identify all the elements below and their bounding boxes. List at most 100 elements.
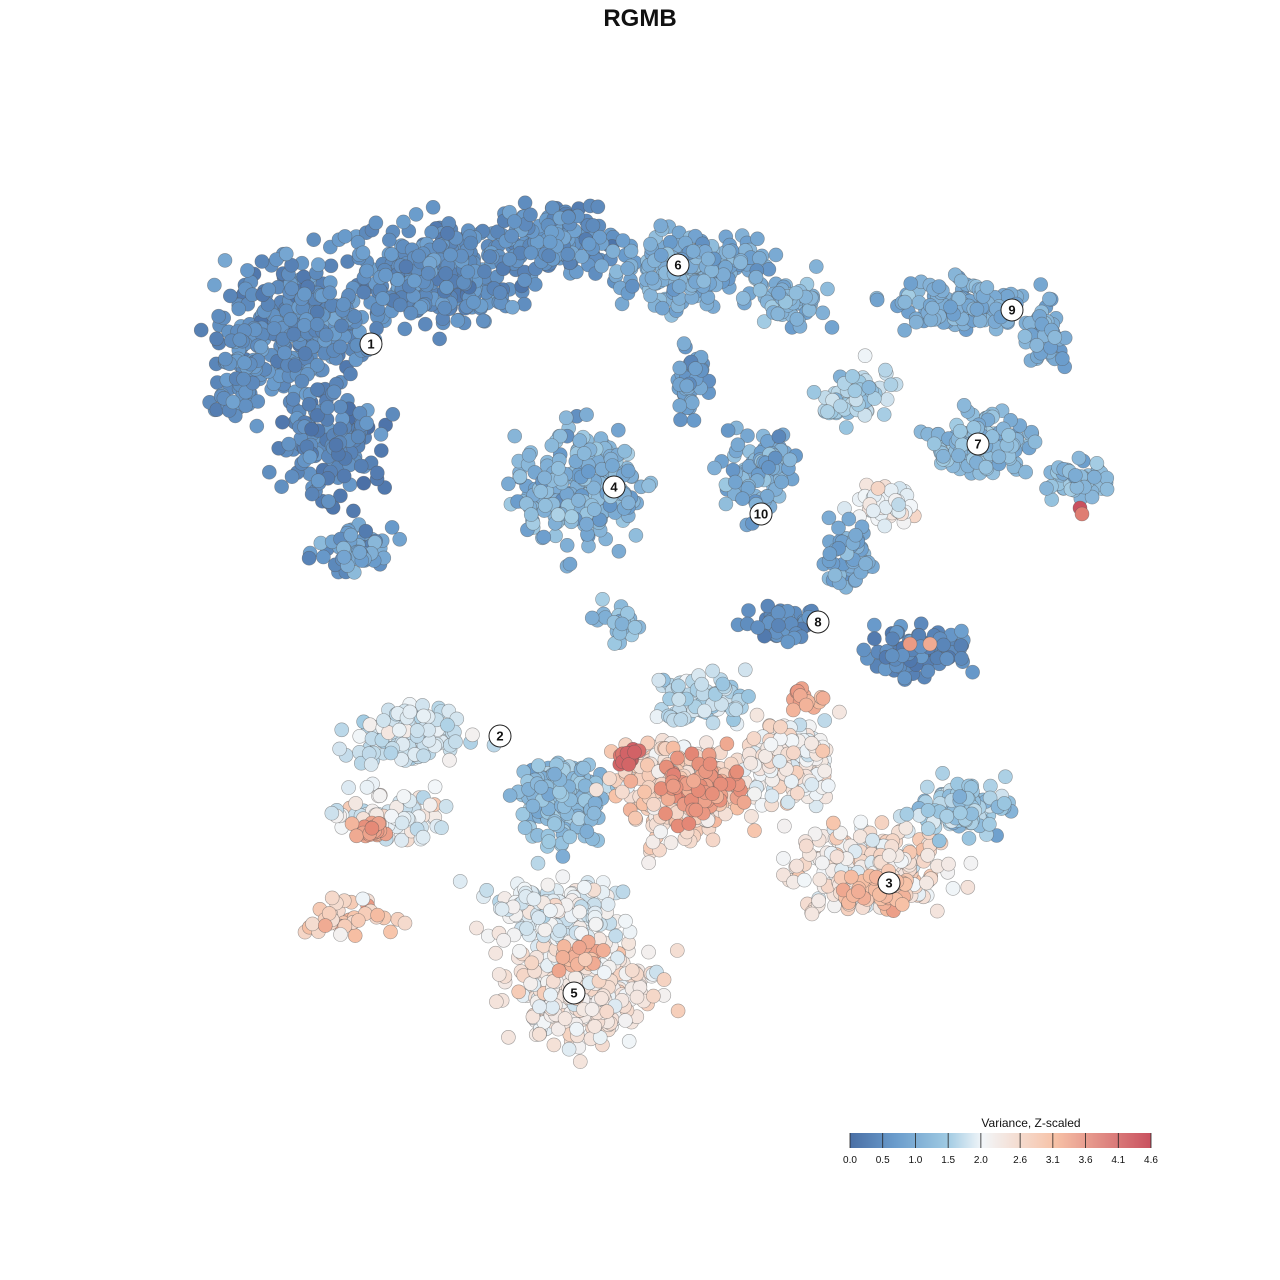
scatter-point: [356, 475, 372, 491]
scatter-point: [193, 322, 209, 338]
scatter-point: [266, 321, 282, 336]
scatter-point: [908, 314, 924, 330]
scatter-point: [250, 394, 266, 409]
scatter-point: [238, 398, 253, 414]
scatter-point: [369, 465, 385, 481]
scatter-point: [304, 421, 319, 437]
scatter-point: [894, 897, 910, 912]
scatter-point: [865, 832, 880, 848]
scatter-point: [965, 664, 980, 680]
scatter-point: [852, 829, 868, 844]
scatter-point: [1099, 481, 1115, 497]
scatter-point: [384, 247, 399, 262]
points-layer: [193, 195, 1115, 1069]
scatter-point: [672, 360, 688, 376]
scatter-point: [897, 670, 912, 686]
scatter-point: [656, 972, 672, 987]
scatter-point: [482, 249, 498, 264]
scatter-point: [533, 484, 549, 499]
scatter-point: [919, 779, 935, 795]
cluster-label-7: 7: [966, 432, 990, 456]
scatter-point: [718, 496, 734, 512]
scatter-point: [417, 316, 433, 332]
cluster-label-6: 6: [666, 253, 690, 277]
scatter-point: [673, 712, 689, 728]
scatter-point: [576, 760, 591, 776]
scatter-point: [581, 236, 597, 252]
scatter-point: [919, 875, 934, 891]
scatter-point: [618, 1013, 633, 1028]
scatter-point: [812, 872, 828, 887]
scatter-point: [820, 281, 835, 297]
scatter-point: [348, 796, 364, 811]
scatter-point: [525, 798, 541, 814]
scatter-point: [867, 631, 882, 647]
scatter-point: [621, 1034, 637, 1049]
scatter-point: [373, 427, 389, 442]
scatter-point: [555, 950, 571, 965]
scatter-point: [392, 531, 408, 547]
scatter-point: [851, 884, 866, 899]
scatter-point: [605, 243, 621, 259]
scatter-point: [945, 881, 961, 896]
scatter-point: [618, 913, 633, 929]
scatter-point: [465, 727, 480, 743]
scatter-point: [820, 404, 835, 420]
scatter-point: [621, 757, 637, 772]
color-legend: Variance, Z-scaled 0.0 0.5 1.0 1.5 2.0 2.6 3.1…: [843, 1116, 1158, 1166]
scatter-point: [996, 796, 1012, 811]
scatter-point: [845, 369, 860, 384]
scatter-point: [646, 988, 661, 1004]
scatter-point: [286, 326, 302, 342]
scatter-point: [866, 617, 882, 633]
cluster-label-2: 2: [488, 724, 512, 748]
scatter-point: [954, 651, 969, 666]
scatter-point: [530, 855, 546, 871]
legend-title: Variance, Z-scaled: [981, 1116, 1080, 1130]
scatter-point: [829, 849, 845, 865]
scatter-point: [523, 245, 539, 261]
scatter-point: [561, 1041, 577, 1057]
scatter-point: [437, 300, 453, 316]
scatter-point: [599, 1004, 615, 1019]
scatter-point: [422, 797, 438, 813]
scatter-point: [705, 786, 720, 802]
scatter-point: [772, 753, 787, 769]
scatter-point: [334, 318, 349, 334]
scatter-point: [547, 766, 563, 782]
scatter-point: [952, 805, 968, 821]
scatter-point: [317, 918, 333, 933]
scatter-point: [1089, 455, 1105, 471]
scatter-point: [562, 556, 578, 572]
scatter-point: [543, 903, 558, 918]
scatter-point: [297, 286, 312, 302]
scatter-point: [352, 545, 368, 560]
scatter-point: [336, 549, 352, 565]
cluster-label-5: 5: [562, 981, 586, 1005]
scatter-point: [605, 458, 620, 473]
scatter-point: [1027, 434, 1043, 450]
cluster-label-8: 8: [806, 610, 830, 634]
scatter-point: [788, 285, 804, 301]
scatter-point: [572, 904, 587, 920]
scatter-point: [643, 236, 658, 252]
scatter-point: [876, 407, 892, 422]
cluster-label-text: 10: [754, 507, 768, 522]
scatter-point: [321, 494, 336, 509]
scatter-point: [897, 294, 913, 310]
scatter-point: [858, 556, 874, 571]
scatter-point: [719, 736, 735, 752]
scatter-point: [537, 470, 552, 486]
scatter-point: [523, 976, 539, 991]
scatter-point: [333, 927, 348, 942]
scatter-point: [770, 306, 786, 322]
scatter-point: [355, 891, 371, 907]
scatter-point: [545, 1000, 560, 1015]
scatter-point: [324, 805, 340, 821]
scatter-point: [397, 915, 413, 931]
scatter-point: [998, 769, 1013, 785]
scatter-point: [438, 266, 454, 281]
scatter-point: [1042, 291, 1057, 307]
scatter-point: [585, 218, 601, 233]
scatter-point: [217, 253, 233, 268]
